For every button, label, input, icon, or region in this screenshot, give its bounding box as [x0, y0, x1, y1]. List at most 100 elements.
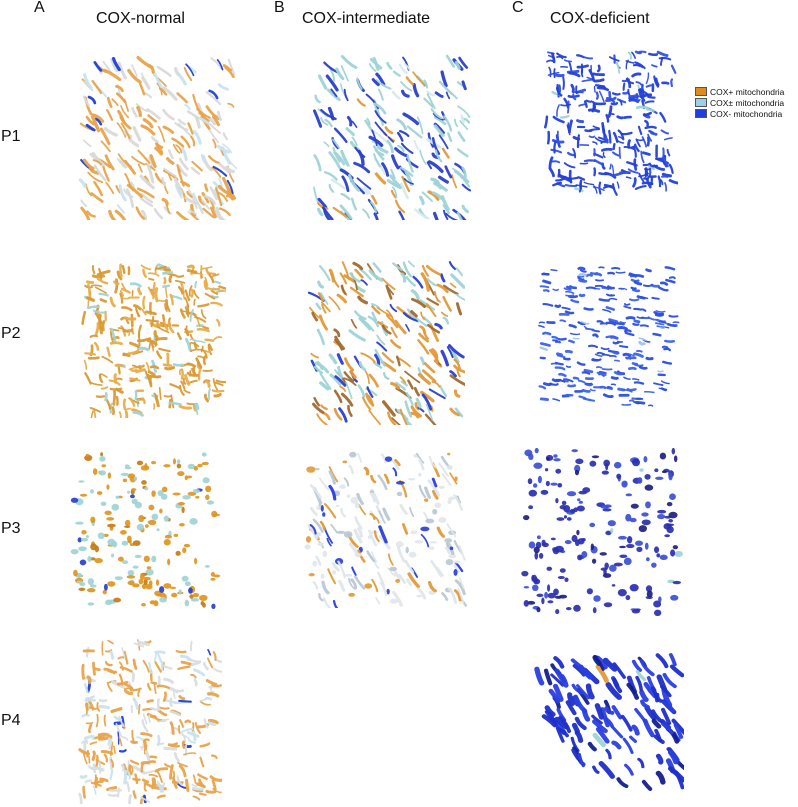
mitochondrion-strand	[441, 473, 452, 486]
mitochondrion-strand	[118, 749, 127, 753]
mitochondrion-strand	[374, 561, 380, 569]
mitochondrion-blob	[407, 477, 416, 481]
mitochondrion-strand	[608, 129, 612, 144]
mitochondrion-blob	[339, 484, 346, 489]
mitochondrion-strand	[358, 503, 367, 516]
mitochondrion-strand	[570, 658, 586, 672]
mitochondrion-blob	[133, 476, 138, 481]
mitochondrion-strand	[631, 72, 642, 78]
mitochondrion-strand	[330, 88, 338, 98]
mitochondrion-strand	[188, 379, 198, 384]
mitochondrion-strand	[202, 207, 215, 219]
mitochondrion-strand	[428, 349, 440, 363]
mitochondrion-strand	[571, 683, 584, 695]
mitochondrion-strand	[433, 115, 447, 126]
mitochondrion-strand	[166, 157, 175, 165]
mitochondrion-strand	[173, 752, 180, 763]
mitochondrion-strand	[431, 490, 439, 500]
mitochondrion-strand	[632, 378, 640, 381]
mitochondrion-blob	[575, 458, 584, 465]
mitochondrion-strand	[137, 689, 141, 698]
mitochondrion-strand	[328, 353, 338, 365]
mitochondrion-strand	[552, 288, 559, 292]
mitochondrion-strand	[382, 372, 390, 380]
mitochondrion-strand	[172, 688, 176, 700]
mitochondrion-strand	[632, 322, 640, 326]
mitochondrion-strand	[620, 131, 633, 136]
mitochondrion-strand	[612, 143, 616, 151]
mitochondrion-strand	[365, 392, 374, 407]
mitochondrion-strand	[362, 208, 371, 219]
mitochondrion-blob	[78, 587, 86, 591]
mitochondrion-blob	[192, 592, 200, 598]
mitochondrion-strand	[400, 272, 407, 283]
mitochondrion-strand	[102, 165, 110, 182]
mitochondrion-strand	[453, 564, 460, 573]
mitochondrion-strand	[426, 90, 436, 97]
mitochondrion-strand	[442, 295, 452, 312]
mitochondrion-strand	[343, 477, 350, 487]
mitochondrion-blob	[131, 488, 137, 491]
mitochondrion-strand	[610, 376, 619, 380]
mitochondrion-strand	[207, 388, 211, 400]
mitochondrion-strand	[667, 766, 684, 783]
mitochondrion-strand	[391, 154, 400, 170]
mitochondrion-strand	[87, 283, 92, 296]
mitochondrion-blob	[124, 525, 131, 528]
mitochondrion-strand	[381, 324, 392, 335]
mitochondrion-strand	[174, 122, 189, 131]
mitochondrion-blob	[114, 576, 123, 581]
mitochondrion-strand	[655, 753, 664, 765]
mitochondrion-strand	[208, 128, 220, 144]
mitochondrion-strand	[592, 72, 605, 77]
mitochondrion-blob	[544, 468, 549, 472]
mitochondrion-strand	[208, 116, 217, 126]
mitochondrion-blob	[531, 574, 537, 582]
mitochondrion-strand	[163, 677, 174, 684]
mitochondrion-blob	[656, 553, 661, 558]
mitochondrion-strand	[440, 273, 446, 283]
mitochondrion-blob	[644, 484, 654, 491]
mitochondrion-strand	[370, 492, 377, 503]
mitochondrion-strand	[103, 753, 109, 763]
mitochondrion-strand	[624, 329, 632, 333]
mitochondrion-strand	[601, 162, 606, 170]
mitochondrion-strand	[656, 157, 669, 165]
mitochondrion-blob	[211, 603, 216, 610]
mitochondrion-strand	[461, 204, 470, 214]
mitochondrion-blob	[434, 502, 442, 508]
mitochondrion-strand	[611, 705, 623, 720]
mitochondrion-strand	[146, 699, 154, 703]
mitochondrion-strand	[553, 140, 557, 154]
mitochondrion-blob	[89, 584, 97, 588]
mitochondrion-blob	[81, 530, 87, 535]
mitochondrion-strand	[635, 670, 647, 682]
mitochondrion-blob	[566, 491, 577, 497]
mitochondrion-strand	[113, 745, 116, 755]
mitochondrion-strand	[558, 372, 567, 378]
mitochondrion-strand	[142, 659, 150, 673]
mitochondrion-blob	[136, 460, 144, 466]
mitochondrion-strand	[635, 401, 646, 405]
mitochondrion-strand	[310, 507, 318, 516]
mitochondrion-strand	[78, 748, 90, 756]
mitochondrion-strand	[658, 321, 667, 324]
mitochondrion-strand	[611, 92, 621, 96]
mitochondrion-blob	[574, 469, 580, 476]
mitochondrion-strand	[153, 777, 157, 785]
mitochondrion-strand	[673, 723, 684, 739]
mitochondrion-strand	[612, 183, 618, 196]
mitochondrion-strand	[333, 127, 348, 143]
mitochondrion-blob	[616, 473, 622, 479]
mitochondrion-strand	[595, 91, 599, 100]
mitochondrion-strand	[394, 147, 409, 158]
mitochondrion-strand	[192, 192, 203, 211]
mitochondrion-strand	[169, 710, 182, 717]
mitochondrion-strand	[323, 171, 338, 181]
mitochondrion-strand	[132, 658, 138, 670]
mitochondrion-strand	[606, 387, 613, 391]
mitochondrion-strand	[109, 330, 115, 344]
mitochondrion-strand	[583, 159, 596, 163]
mitochondrion-strand	[137, 163, 143, 173]
mitochondrion-strand	[320, 108, 337, 121]
